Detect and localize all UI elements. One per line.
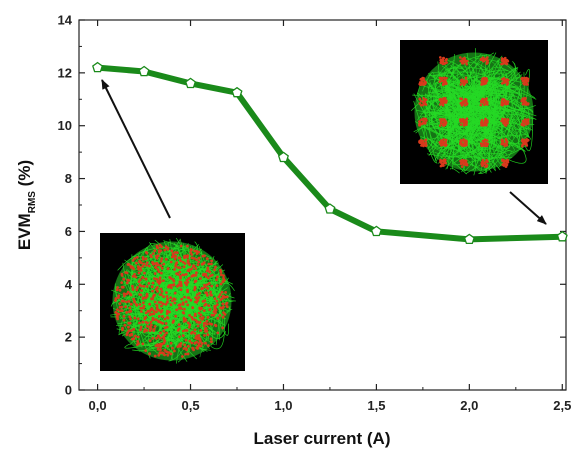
y-axis-title-unit: (%) xyxy=(15,160,34,191)
data-point xyxy=(463,233,475,245)
data-point xyxy=(556,230,568,242)
y-tick-label: 12 xyxy=(58,65,72,80)
pointer-arrow-high-current xyxy=(509,191,547,225)
y-tick-label: 6 xyxy=(65,224,72,239)
y-tick-label: 2 xyxy=(65,330,72,345)
x-tick-label: 0,5 xyxy=(181,398,199,413)
y-tick-label: 0 xyxy=(65,383,72,398)
y-axis-title-main: EVM xyxy=(15,213,34,250)
y-axis-title-subscript: RMS xyxy=(27,191,38,214)
x-tick-label: 1,0 xyxy=(274,398,292,413)
data-point xyxy=(370,225,382,237)
x-tick-label: 2,0 xyxy=(460,398,478,413)
y-tick-label: 14 xyxy=(58,13,73,28)
data-point xyxy=(185,77,197,89)
x-tick-label: 1,5 xyxy=(367,398,385,413)
y-axis-title: EVMRMS (%) xyxy=(15,160,38,250)
x-axis-ticks: 0,0 0,5 1,0 1,5 2,0 2,5 xyxy=(89,20,571,413)
y-tick-label: 8 xyxy=(65,171,72,186)
data-point xyxy=(231,86,243,98)
data-point xyxy=(92,61,104,73)
constellation-inset-low-current xyxy=(100,233,245,371)
pointer-arrow-low-current xyxy=(101,79,171,219)
x-tick-label: 0,0 xyxy=(89,398,107,413)
series-evm xyxy=(92,61,568,245)
data-point xyxy=(138,65,150,77)
y-axis-ticks: 0 2 4 6 8 10 12 14 xyxy=(58,13,566,398)
constellation-inset-high-current xyxy=(400,40,548,184)
x-tick-label: 2,5 xyxy=(553,398,571,413)
y-tick-label: 4 xyxy=(65,277,73,292)
data-point xyxy=(324,203,336,214)
x-axis-title: Laser current (A) xyxy=(254,429,391,448)
y-tick-label: 10 xyxy=(58,118,72,133)
data-point xyxy=(277,151,289,163)
